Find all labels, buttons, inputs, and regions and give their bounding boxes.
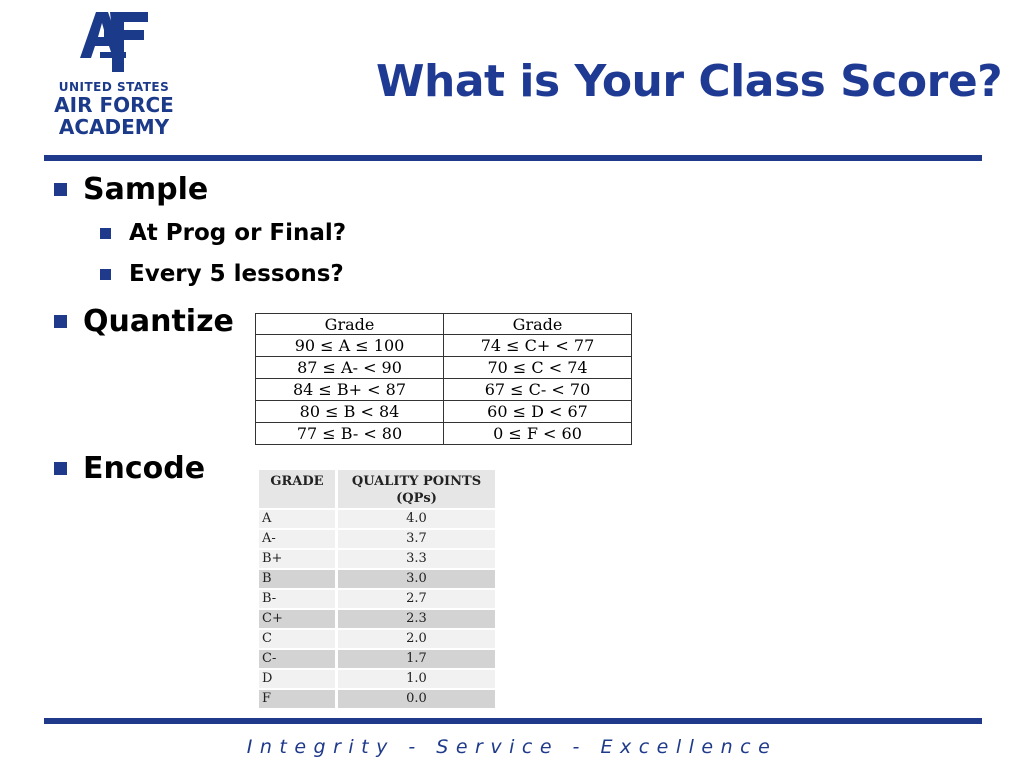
table-row: B 3.0 [259,570,495,588]
qp-grade-cell: C [259,630,338,648]
bullet-quantize-text: Quantize [83,304,234,339]
qp-grade-cell: D [259,670,338,688]
square-bullet-icon [54,315,67,328]
qp-header-row: GRADE QUALITY POINTS (QPs) [259,470,495,508]
grade-range-cell: 77 ≤ B- < 80 [255,422,444,445]
grade-range-cell: 0 ≤ F < 60 [443,422,632,445]
qp-points-cell: 1.7 [406,651,427,666]
slide-title: What is Your Class Score? [376,56,1003,107]
qp-grade-cell: B- [259,590,338,608]
table-row: 84 ≤ B+ < 87 67 ≤ C- < 70 [255,378,632,401]
qp-header-points-line2: (QPs) [396,491,437,506]
qp-points-cell: 0.0 [406,691,427,706]
qp-grade-cell: F [259,690,338,708]
square-bullet-icon [54,183,67,196]
table-row: B- 2.7 [259,590,495,608]
academy-logo: UNITED STATES AIR FORCE ACADEMY [44,8,184,138]
footer-motto: Integrity - Service - Excellence [246,736,778,758]
grade-range-cell: 87 ≤ A- < 90 [255,356,444,379]
qp-header-points: QUALITY POINTS (QPs) [338,470,495,508]
bullet-sample-sub1: At Prog or Final? [100,220,346,246]
qp-grade-cell: A- [259,530,338,548]
qp-points-cell: 3.7 [406,531,427,546]
bullet-sample-sub1-text: At Prog or Final? [129,220,347,246]
qp-points-cell: 2.0 [406,631,427,646]
table-row: 80 ≤ B < 84 60 ≤ D < 67 [255,400,632,423]
table-row: A 4.0 [259,510,495,528]
qp-points-cell: 3.3 [406,551,427,566]
qp-grade-cell: B+ [259,550,338,568]
table-row: A- 3.7 [259,530,495,548]
grade-range-table: Grade Grade 90 ≤ A ≤ 100 74 ≤ C+ < 77 87… [255,313,632,445]
quality-points-table: GRADE QUALITY POINTS (QPs) A 4.0 A- 3.7 B+… [259,470,495,708]
grade-range-cell: 90 ≤ A ≤ 100 [255,334,444,357]
af-emblem-icon [80,12,148,72]
grade-range-cell: 84 ≤ B+ < 87 [255,378,444,401]
table-row: 87 ≤ A- < 90 70 ≤ C < 74 [255,356,632,379]
logo-line-united-states: UNITED STATES [58,80,170,94]
table-row: B+ 3.3 [259,550,495,568]
top-divider [44,155,982,161]
bullet-encode: Encode [54,451,205,486]
qp-points-cell: 1.0 [406,671,427,686]
square-bullet-icon [54,462,67,475]
bullet-sample-text: Sample [83,172,209,207]
table-row: C+ 2.3 [259,610,495,628]
square-bullet-icon [100,227,111,239]
grade-range-cell: 70 ≤ C < 74 [443,356,632,379]
grade-range-cell: 60 ≤ D < 67 [443,400,632,423]
qp-points-cell: 2.7 [406,591,427,606]
header-grade-left: Grade [255,313,444,335]
qp-grade-cell: B [259,570,338,588]
qp-header-points-line1: QUALITY POINTS [351,474,482,489]
qp-grade-cell: C+ [259,610,338,628]
table-row: C- 1.7 [259,650,495,668]
qp-points-cell: 4.0 [406,511,427,526]
bullet-quantize: Quantize [54,304,234,339]
table-row: C 2.0 [259,630,495,648]
table-row: F 0.0 [259,690,495,708]
qp-grade-cell: A [259,510,338,528]
grade-range-cell: 67 ≤ C- < 70 [443,378,632,401]
grade-range-cell: 80 ≤ B < 84 [255,400,444,423]
square-bullet-icon [100,268,111,280]
bullet-encode-text: Encode [83,451,206,486]
header-grade-right: Grade [443,313,632,335]
qp-header-grade: GRADE [259,470,338,508]
qp-grade-cell: C- [259,650,338,668]
table-row: 77 ≤ B- < 80 0 ≤ F < 60 [255,422,632,445]
table-row: D 1.0 [259,670,495,688]
qp-points-cell: 2.3 [406,611,427,626]
logo-line-academy: ACADEMY [58,115,170,139]
grade-range-cell: 74 ≤ C+ < 77 [443,334,632,357]
bullet-sample: Sample [54,172,208,207]
qp-points-cell: 3.0 [406,571,427,586]
logo-line-air-force: AIR FORCE [54,93,174,117]
bullet-sample-sub2-text: Every 5 lessons? [129,261,344,287]
table-row: 90 ≤ A ≤ 100 74 ≤ C+ < 77 [255,334,632,357]
bullet-sample-sub2: Every 5 lessons? [100,261,344,287]
bottom-divider [44,718,982,724]
table-header-row: Grade Grade [255,313,632,335]
